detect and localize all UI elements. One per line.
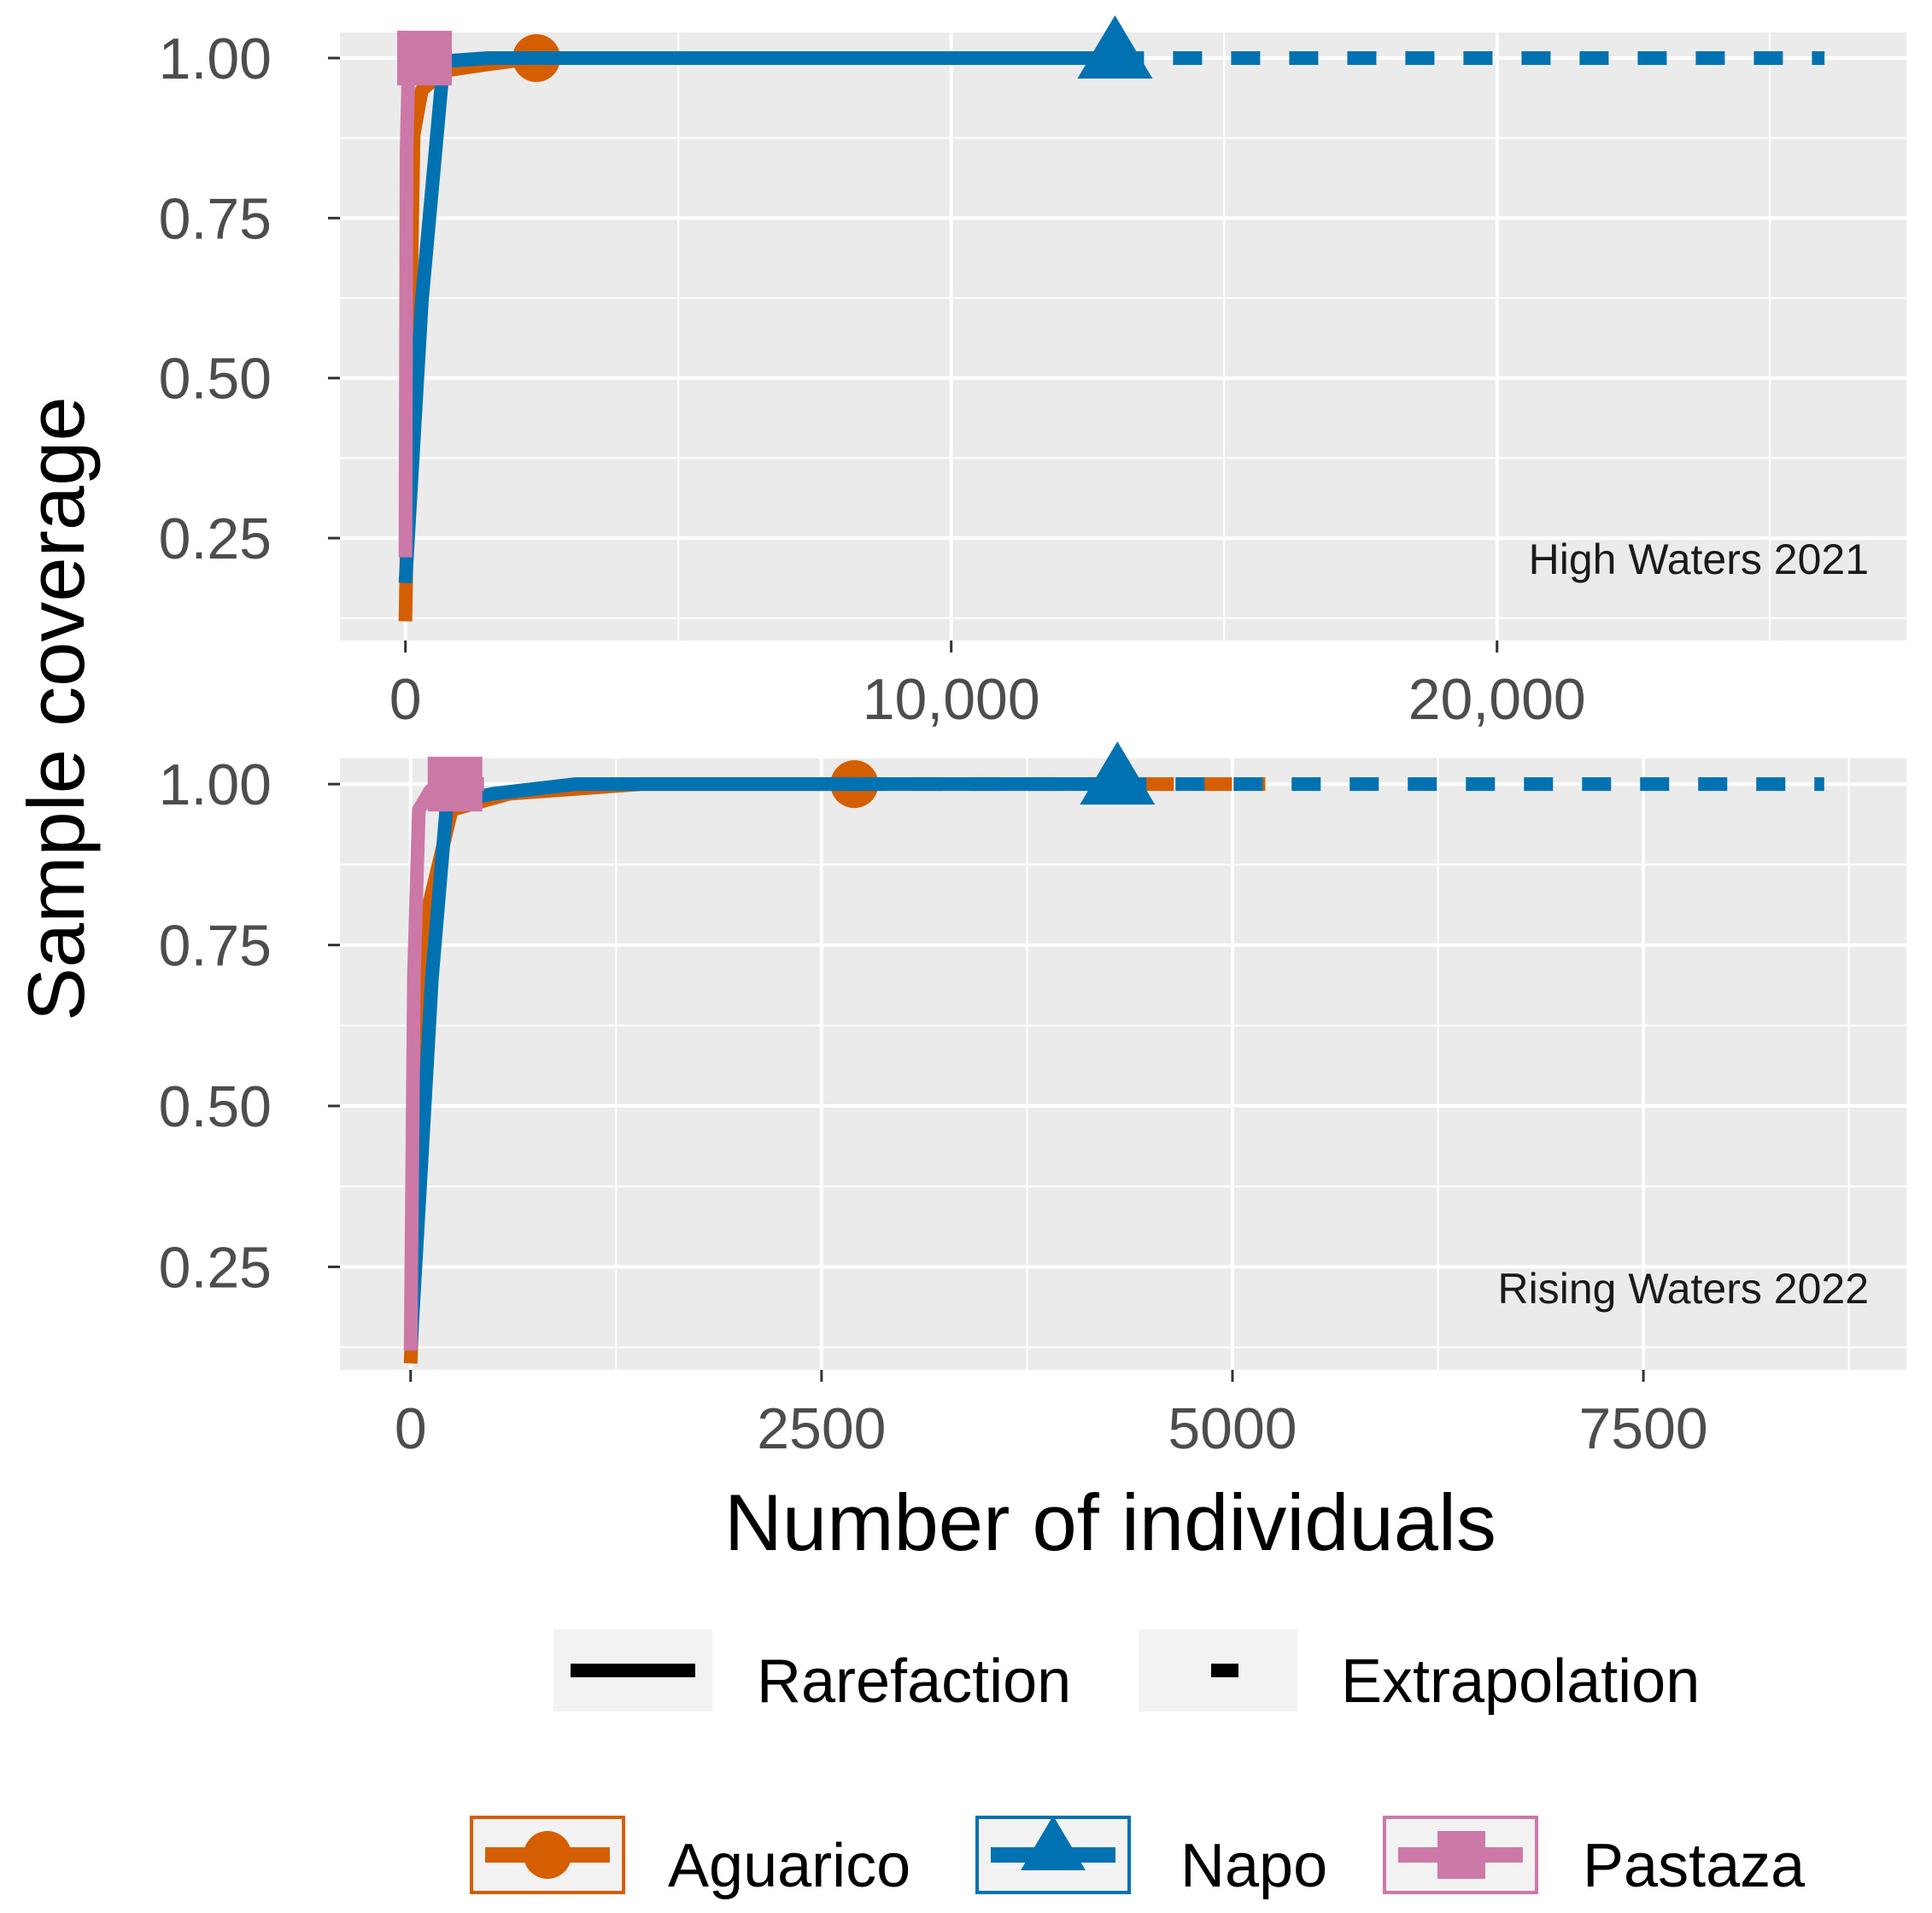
legend-label-aguarico: Aguarico: [668, 1832, 910, 1900]
group-legend: Aguarico Napo Pastaza: [470, 1816, 1806, 1900]
observed-point-napo: [1077, 15, 1153, 79]
legend-label-extrapolation: Extrapolation: [1341, 1647, 1700, 1716]
legend-label-napo: Napo: [1180, 1832, 1327, 1900]
x-axis-title: Number of individuals: [724, 1477, 1496, 1567]
legend-marker-aguarico: [524, 1831, 571, 1879]
y-tick-label: 0.25: [159, 506, 272, 571]
x-tick-label: 0: [395, 1396, 427, 1461]
method-legend: Rarefaction Extrapolation: [553, 1629, 1700, 1716]
y-tick-label: 0.25: [159, 1235, 272, 1300]
y-tick-label: 0.75: [159, 914, 272, 979]
panel-label: High Waters 2021: [1529, 535, 1869, 583]
y-tick-label: 0.50: [159, 347, 272, 412]
y-axis-title: Sample coverage: [11, 396, 101, 1021]
y-tick-label: 1.00: [159, 752, 272, 817]
observed-point-pastaza: [397, 30, 453, 85]
legend-marker-napo: [1021, 1816, 1086, 1870]
x-tick-label: 2500: [757, 1396, 886, 1461]
legend-label-rarefaction: Rarefaction: [757, 1647, 1071, 1716]
panel-rising-waters-2022: 0 2500 5000 7500 0.25 0.50 0.75 1.00 Rising Wate…: [159, 741, 1906, 1461]
legend-label-pastaza: Pastaza: [1583, 1832, 1806, 1900]
observed-point-napo: [1080, 741, 1156, 805]
panel-label: Rising Waters 2022: [1498, 1265, 1869, 1313]
y-tick-label: 1.00: [159, 26, 272, 91]
observed-point-pastaza: [427, 757, 483, 812]
x-tick-label: 10,000: [863, 667, 1040, 732]
panel-high-waters-2021: 0 10,000 20,000 0.25 0.50 0.75 1.00 High Waters…: [159, 15, 1906, 732]
x-tick-label: 20,000: [1408, 667, 1586, 732]
legend-marker-pastaza: [1437, 1831, 1485, 1879]
x-tick-label: 5000: [1168, 1396, 1297, 1461]
y-tick-label: 0.75: [159, 186, 272, 251]
x-tick-label: 7500: [1578, 1396, 1707, 1461]
y-tick-label: 0.50: [159, 1074, 272, 1139]
x-tick-label: 0: [389, 667, 422, 732]
